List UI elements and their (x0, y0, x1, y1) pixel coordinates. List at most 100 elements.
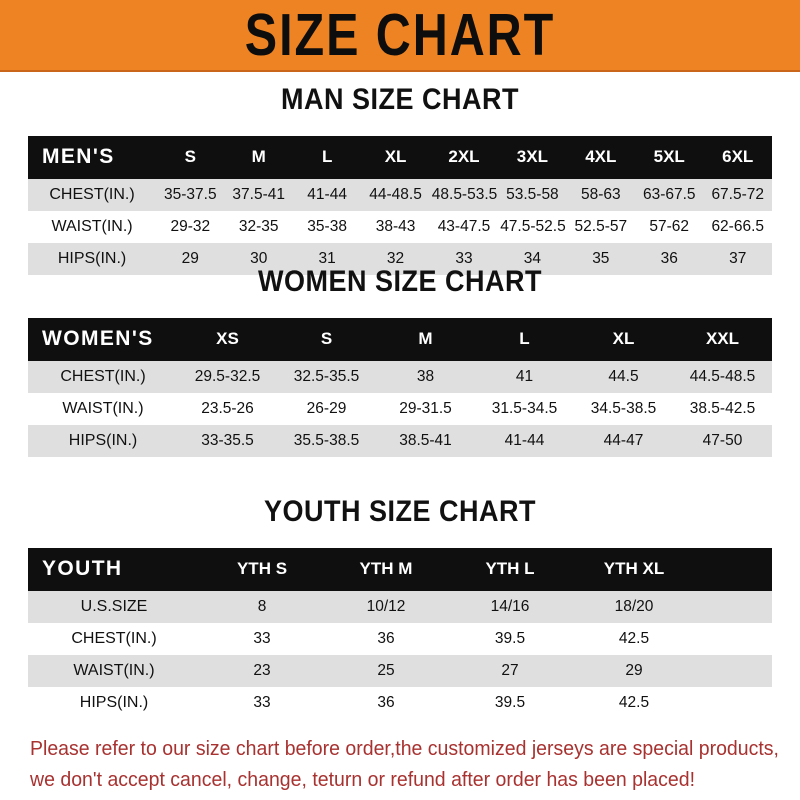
women-size-header-m: M (418, 329, 433, 348)
page-banner: SIZE CHART (0, 0, 800, 72)
youth-size-header-s: YTH S (236, 559, 288, 578)
youth-waist-xl: 29 (625, 662, 643, 679)
youth-section-title: YOUTH SIZE CHART (263, 494, 536, 528)
men-row-label-hips: HIPS(IN.) (57, 250, 127, 267)
men-row-label-waist: WAIST(IN.) (51, 218, 133, 235)
women-chest-xl: 44.5 (608, 368, 639, 385)
table-row: CHEST(IN.) 29.5-32.5 32.5-35.5 38 41 44.… (28, 361, 772, 393)
men-hips-2xl: 33 (455, 250, 473, 267)
youth-chest-xl: 42.5 (618, 630, 650, 647)
women-hips-xl: 44-47 (603, 432, 644, 449)
men-waist-3xl: 47.5-52.5 (500, 218, 566, 235)
youth-row-label-chest: CHEST(IN.) (71, 630, 157, 647)
men-chest-6xl: 67.5-72 (711, 186, 765, 203)
women-chest-s: 32.5-35.5 (293, 368, 360, 385)
youth-ussize-l: 14/16 (490, 598, 530, 615)
men-section-title: MAN SIZE CHART (281, 82, 519, 116)
men-hips-m: 30 (250, 250, 268, 267)
women-waist-m: 29-31.5 (399, 400, 452, 417)
footer-line-1: Please refer to our size chart before or… (30, 737, 779, 761)
men-size-header-4xl: 4XL (585, 147, 617, 166)
women-chest-l: 41 (515, 368, 534, 385)
page-title: SIZE CHART (244, 1, 556, 69)
women-row-label-waist: WAIST(IN.) (62, 400, 144, 417)
youth-corner-label: YOUTH (42, 557, 123, 580)
table-row: CHEST(IN.) 35-37.5 37.5-41 41-44 44-48.5… (28, 179, 772, 211)
table-row: HIPS(IN.) 33-35.5 35.5-38.5 38.5-41 41-4… (28, 425, 772, 457)
youth-row-spacer (696, 687, 772, 719)
men-size-header-6xl: 6XL (722, 147, 754, 166)
men-waist-2xl: 43-47.5 (437, 218, 491, 235)
men-chest-m: 37.5-41 (232, 186, 285, 203)
women-row-label-hips: HIPS(IN.) (68, 432, 138, 449)
youth-waist-l: 27 (501, 662, 519, 679)
youth-size-table-block: YOUTH YTH S YTH M YTH L YTH XL U.S.SIZE … (28, 548, 772, 719)
footer-disclaimer: Please refer to our size chart before or… (30, 734, 779, 795)
youth-row-label-waist: WAIST(IN.) (73, 662, 155, 679)
youth-ussize-s: 8 (257, 598, 267, 615)
youth-ussize-m: 10/12 (366, 598, 406, 615)
youth-size-header-m: YTH M (359, 559, 413, 578)
youth-hips-l: 39.5 (494, 694, 526, 711)
women-section-title: WOMEN SIZE CHART (258, 264, 542, 298)
women-chest-xxl: 44.5-48.5 (689, 368, 756, 385)
men-waist-xl: 38-43 (375, 218, 416, 235)
women-row-label-chest: CHEST(IN.) (60, 368, 146, 385)
men-chest-3xl: 53.5-58 (506, 186, 559, 203)
men-table-header-row: MEN'S S M L XL 2XL 3XL 4XL 5XL 6XL (28, 136, 772, 179)
women-hips-l: 41-44 (504, 432, 545, 449)
table-row: WAIST(IN.) 23.5-26 26-29 29-31.5 31.5-34… (28, 393, 772, 425)
women-hips-m: 38.5-41 (399, 432, 452, 449)
men-size-header-5xl: 5XL (653, 147, 685, 166)
men-hips-5xl: 36 (660, 250, 678, 267)
youth-row-spacer (696, 591, 772, 623)
men-waist-5xl: 57-62 (649, 218, 690, 235)
men-size-header-2xl: 2XL (448, 147, 480, 166)
men-waist-6xl: 62-66.5 (711, 218, 765, 235)
women-size-header-xs: XS (216, 329, 239, 348)
table-row: HIPS(IN.) 29 30 31 32 33 34 35 36 37 (28, 243, 772, 275)
women-size-header-s: S (320, 329, 333, 348)
youth-chest-m: 36 (377, 630, 395, 647)
men-chest-xl: 44-48.5 (369, 186, 422, 203)
youth-chest-l: 39.5 (494, 630, 526, 647)
men-hips-s: 29 (181, 250, 199, 267)
youth-row-spacer (696, 655, 772, 687)
youth-header-spacer (696, 548, 772, 591)
women-waist-xxl: 38.5-42.5 (689, 400, 756, 417)
youth-ussize-xl: 18/20 (614, 598, 654, 615)
men-hips-xl: 32 (386, 250, 405, 267)
men-chest-l: 41-44 (307, 186, 347, 203)
women-table-header-row: WOMEN'S XS S M L XL XXL (28, 318, 772, 361)
women-chest-m: 38 (416, 368, 435, 385)
women-size-table: WOMEN'S XS S M L XL XXL CHEST(IN.) 29.5-… (28, 318, 772, 457)
youth-hips-m: 36 (377, 694, 395, 711)
youth-row-label-hips: HIPS(IN.) (79, 694, 149, 711)
table-row: WAIST(IN.) 29-32 32-35 35-38 38-43 43-47… (28, 211, 772, 243)
men-size-header-xl: XL (384, 147, 407, 166)
women-corner-label: WOMEN'S (42, 327, 154, 350)
youth-row-spacer (696, 623, 772, 655)
men-waist-4xl: 52.5-57 (574, 218, 628, 235)
men-hips-3xl: 34 (523, 250, 542, 267)
men-size-header-3xl: 3XL (516, 147, 548, 166)
men-waist-m: 32-35 (238, 218, 279, 235)
youth-size-table: YOUTH YTH S YTH M YTH L YTH XL U.S.SIZE … (28, 548, 772, 719)
youth-hips-s: 33 (253, 694, 271, 711)
women-size-header-xxl: XXL (705, 329, 740, 348)
men-hips-l: 31 (318, 250, 336, 267)
youth-waist-s: 23 (253, 662, 271, 679)
men-waist-s: 29-32 (170, 218, 211, 235)
women-hips-xxl: 47-50 (702, 432, 743, 449)
women-hips-xs: 33-35.5 (201, 432, 254, 449)
women-size-header-l: L (519, 329, 530, 348)
women-waist-xs: 23.5-26 (201, 400, 254, 417)
men-hips-4xl: 35 (592, 250, 610, 267)
men-chest-s: 35-37.5 (164, 186, 217, 203)
men-size-table: MEN'S S M L XL 2XL 3XL 4XL 5XL 6XL CHEST… (28, 136, 772, 275)
men-size-table-block: MEN'S S M L XL 2XL 3XL 4XL 5XL 6XL CHEST… (28, 136, 772, 275)
youth-row-label-ussize: U.S.SIZE (80, 598, 148, 615)
table-row: WAIST(IN.) 23 25 27 29 (28, 655, 772, 687)
men-size-header-s: S (184, 147, 196, 166)
